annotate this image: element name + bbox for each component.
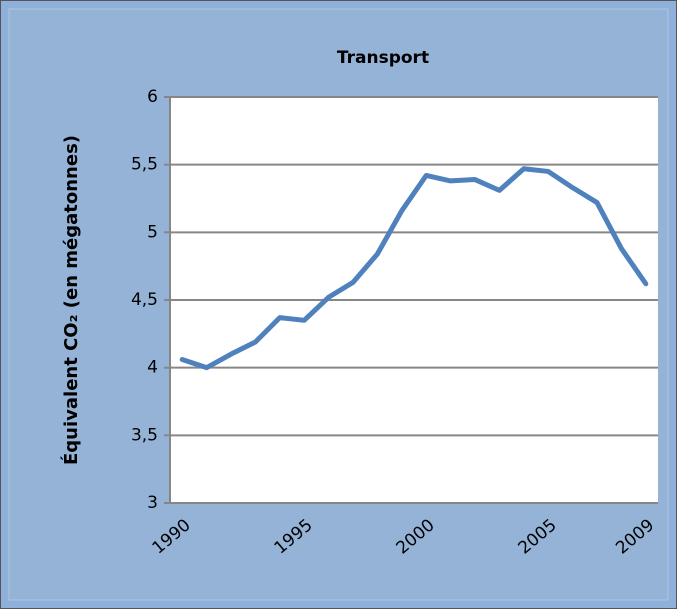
y-tick-label: 3 xyxy=(147,493,158,513)
y-axis-label: Équivalent CO₂ (en mégatonnes) xyxy=(60,135,82,465)
line-series xyxy=(179,166,649,371)
y-tick-label: 6 xyxy=(147,87,158,107)
chart-title: Transport xyxy=(337,48,429,68)
y-tick-label: 5,5 xyxy=(131,155,158,175)
y-tick-label: 3,5 xyxy=(131,425,158,445)
y-tick-label: 4 xyxy=(147,358,158,378)
y-tick-label: 5 xyxy=(147,222,158,242)
y-tick-label: 4,5 xyxy=(131,290,158,310)
